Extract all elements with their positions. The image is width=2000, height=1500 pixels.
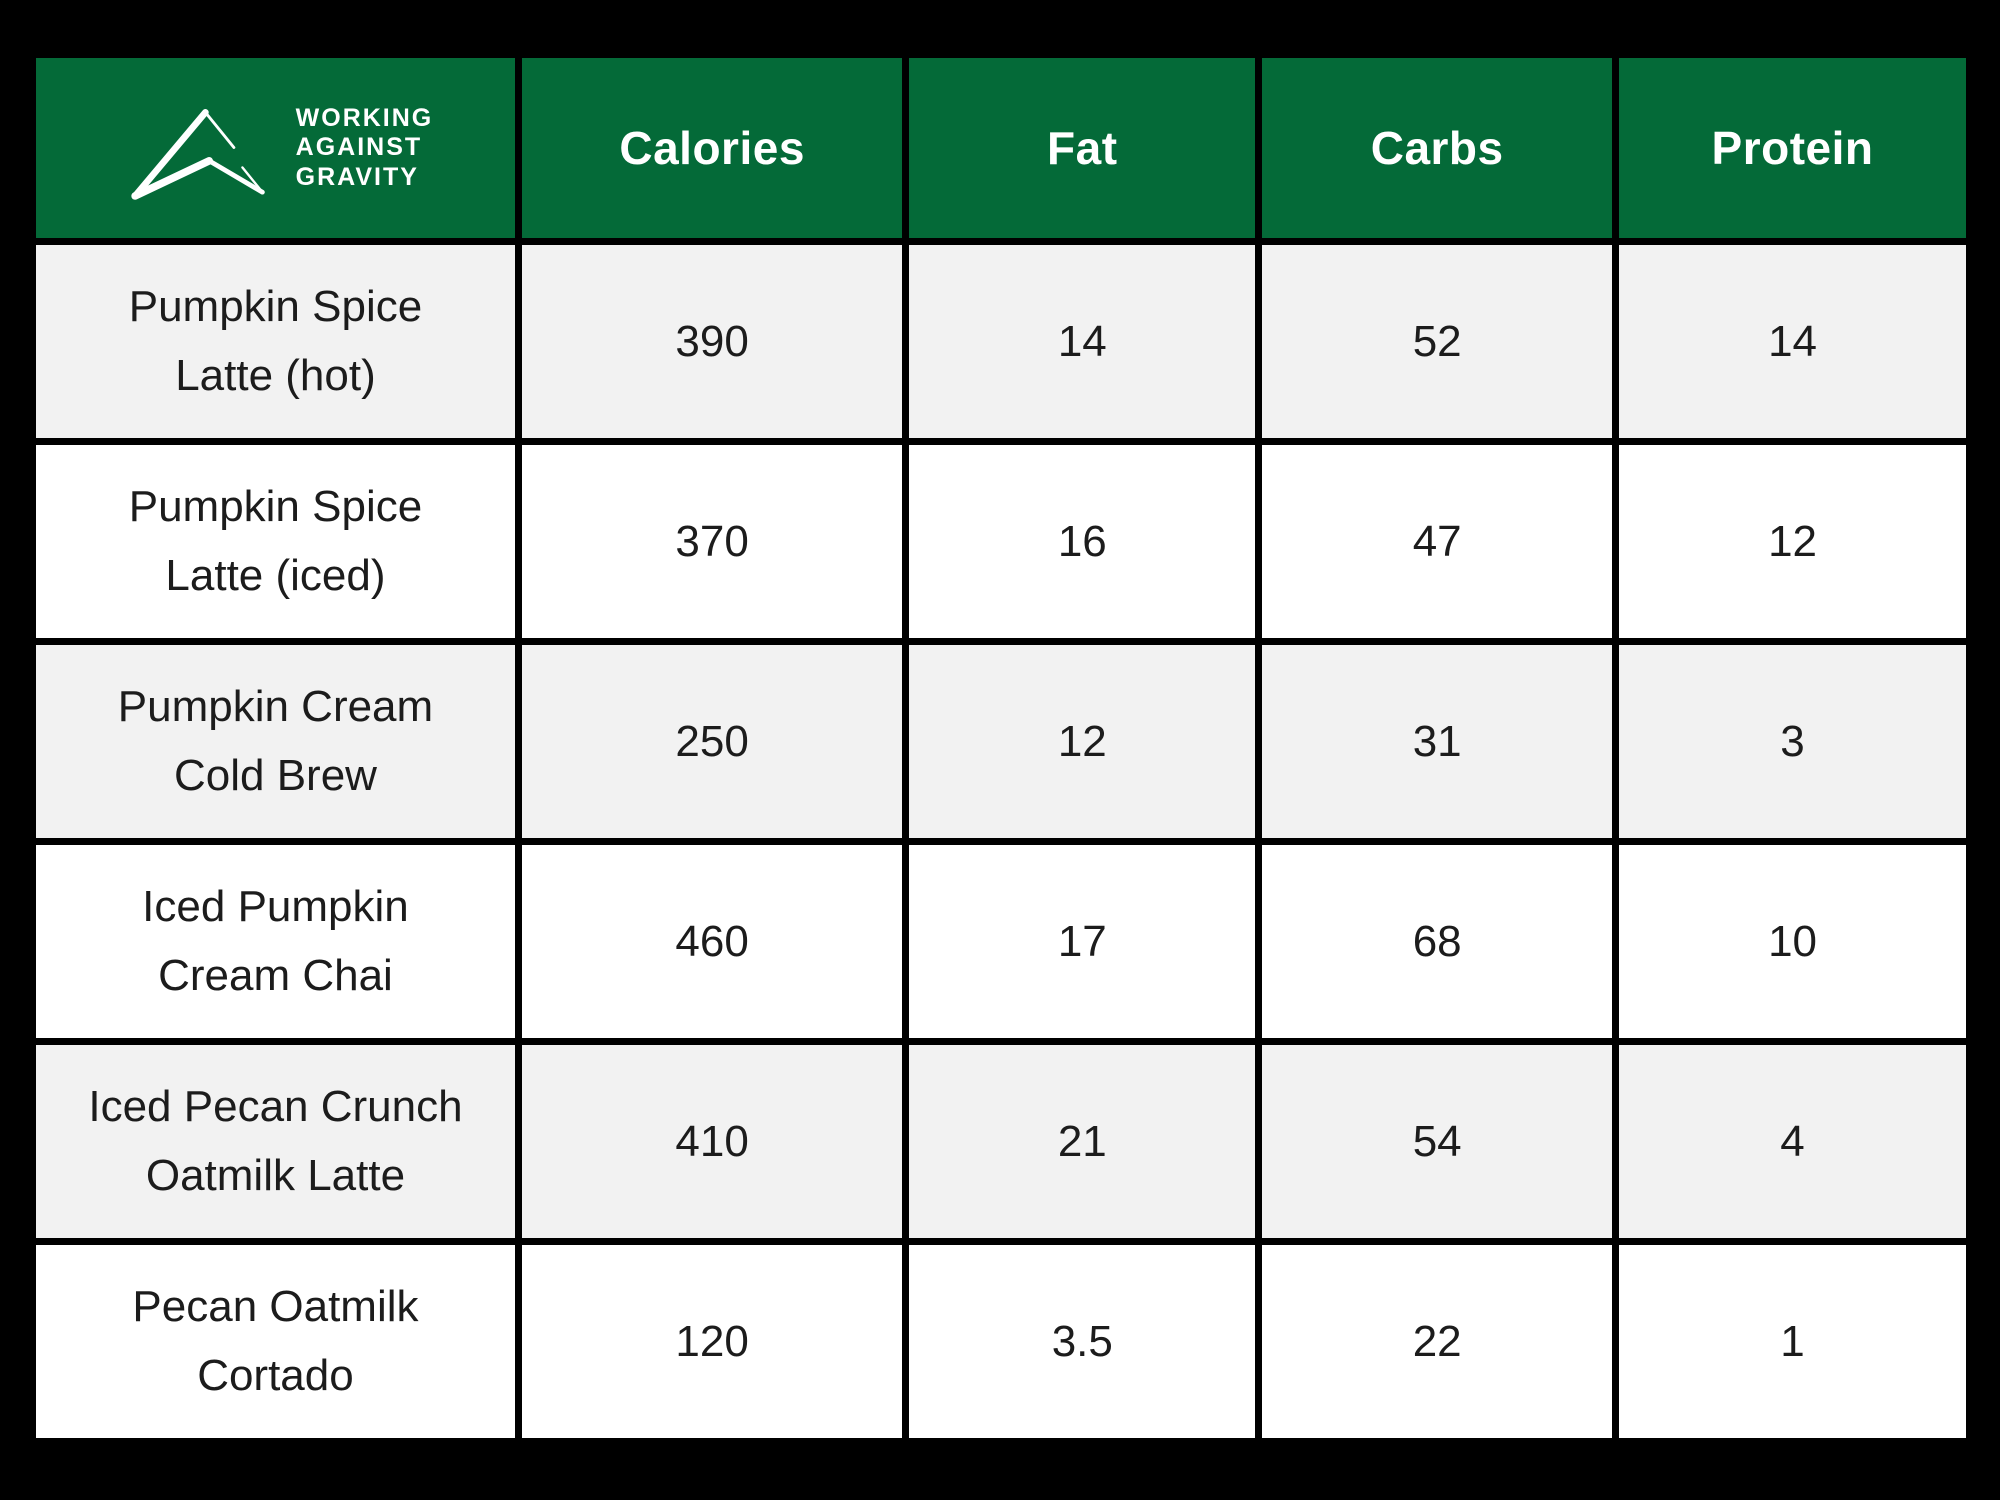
drink-name-line: Iced Pecan Crunch (88, 1082, 463, 1132)
fat-value: 16 (909, 445, 1256, 638)
drink-name-line: Pumpkin Spice (128, 282, 423, 332)
drink-name-line: Cream Chai (158, 950, 393, 1000)
drink-name-cell: Iced Pecan Crunch Oatmilk Latte (36, 1045, 515, 1238)
drink-name-line: Cortado (197, 1350, 354, 1400)
fat-value: 12 (909, 645, 1256, 838)
brand-wordmark: WORKING AGAINST GRAVITY (296, 104, 434, 193)
calories-value: 410 (521, 1045, 903, 1238)
carbs-value: 47 (1262, 445, 1613, 638)
drink-name-line: Oatmilk Latte (145, 1150, 406, 1200)
carbs-value: 31 (1262, 645, 1613, 838)
drink-name-line: Pumpkin Spice (128, 482, 423, 532)
drink-name-cell: Pumpkin Spice Latte (iced) (36, 445, 515, 638)
protein-value: 1 (1619, 1245, 1966, 1438)
carbs-value: 22 (1262, 1245, 1613, 1438)
fat-value: 14 (909, 245, 1256, 438)
fat-value: 21 (909, 1045, 1256, 1238)
protein-value: 12 (1619, 445, 1966, 638)
carbs-value: 54 (1262, 1045, 1613, 1238)
drink-name-cell: Pumpkin Cream Cold Brew (36, 645, 515, 838)
drink-name-cell: Pumpkin Spice Latte (hot) (36, 245, 515, 438)
protein-value: 14 (1619, 245, 1966, 438)
drink-name-line: Iced Pumpkin (142, 882, 409, 932)
carbs-value: 68 (1262, 845, 1613, 1038)
calories-value: 370 (521, 445, 903, 638)
column-header-protein: Protein (1619, 58, 1966, 238)
drink-name-line: Pumpkin Cream (117, 682, 434, 732)
protein-value: 10 (1619, 845, 1966, 1038)
fat-value: 3.5 (909, 1245, 1256, 1438)
brand-header-cell: WORKING AGAINST GRAVITY (36, 58, 515, 238)
nutrition-table: WORKING AGAINST GRAVITY Calories Fat Car… (36, 58, 1966, 1438)
calories-value: 460 (521, 845, 903, 1038)
wordmark-line: WORKING (295, 103, 434, 132)
protein-value: 4 (1619, 1045, 1966, 1238)
calories-value: 390 (521, 245, 903, 438)
drink-name-cell: Pecan Oatmilk Cortado (36, 1245, 515, 1438)
protein-value: 3 (1619, 645, 1966, 838)
column-header-calories: Calories (521, 58, 903, 238)
wordmark-line: GRAVITY (295, 162, 419, 191)
drink-name-cell: Iced Pumpkin Cream Chai (36, 845, 515, 1038)
column-header-carbs: Carbs (1262, 58, 1613, 238)
drink-name-line: Latte (iced) (165, 550, 386, 600)
fat-value: 17 (909, 845, 1256, 1038)
drink-name-line: Pecan Oatmilk (132, 1282, 419, 1332)
calories-value: 250 (521, 645, 903, 838)
drink-name-line: Cold Brew (173, 750, 377, 800)
mountain-logo-icon (130, 109, 265, 200)
wordmark-line: AGAINST (295, 133, 423, 162)
column-header-fat: Fat (909, 58, 1256, 238)
drink-name-line: Latte (hot) (175, 350, 376, 400)
carbs-value: 52 (1262, 245, 1613, 438)
calories-value: 120 (521, 1245, 903, 1438)
